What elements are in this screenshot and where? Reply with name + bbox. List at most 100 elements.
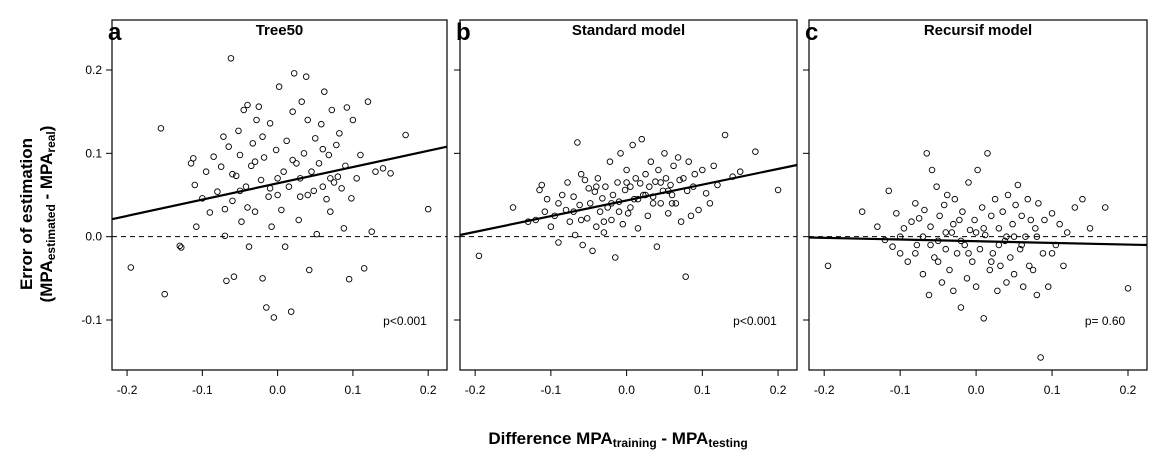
data-point — [965, 250, 972, 257]
data-point — [272, 146, 280, 154]
data-point — [972, 229, 980, 236]
data-point — [1018, 212, 1025, 220]
data-point — [1029, 266, 1037, 274]
data-point — [259, 133, 266, 140]
data-point — [984, 150, 991, 157]
data-point — [555, 200, 562, 207]
data-point — [611, 254, 619, 261]
p-value-label: p= 0.60 — [1085, 314, 1126, 328]
data-point — [652, 178, 659, 185]
data-point — [1010, 233, 1018, 240]
y-axis-label-line2: (MPAestimated - MPAreal) — [37, 126, 58, 303]
data-point — [912, 200, 919, 207]
data-point — [287, 308, 295, 315]
data-point — [824, 262, 832, 270]
panel-title: Recursif model — [924, 22, 1032, 39]
data-point — [345, 275, 353, 283]
data-point — [638, 135, 646, 143]
data-point — [600, 218, 608, 225]
data-point — [571, 231, 579, 239]
data-point — [1009, 220, 1016, 228]
data-point — [238, 218, 245, 225]
panel-letter: a — [108, 19, 122, 46]
plot-frame — [459, 19, 798, 371]
data-point — [323, 195, 330, 203]
data-point — [577, 216, 585, 224]
data-point — [257, 176, 265, 184]
data-point — [251, 208, 259, 215]
data-point — [349, 116, 357, 124]
data-point — [543, 195, 551, 203]
x-tick-label: 0.2 — [770, 383, 787, 397]
data-point — [1032, 225, 1039, 232]
data-point — [1016, 245, 1024, 253]
data-point — [913, 241, 921, 249]
data-point — [627, 183, 634, 190]
data-point — [334, 173, 342, 180]
data-point — [220, 133, 227, 140]
data-point — [304, 116, 311, 124]
data-point — [647, 158, 655, 165]
data-point — [298, 98, 305, 105]
x-tick-label: -0.2 — [814, 383, 835, 397]
data-point — [991, 195, 999, 203]
data-point — [1060, 262, 1067, 270]
data-point — [161, 290, 168, 298]
data-point — [1048, 210, 1056, 217]
data-point — [1101, 204, 1109, 211]
data-point — [634, 225, 642, 232]
data-point — [629, 141, 636, 149]
data-point — [632, 175, 639, 182]
data-point — [923, 150, 930, 157]
data-point — [343, 104, 351, 111]
data-point — [986, 266, 994, 274]
x-tick-label: 0.1 — [1044, 383, 1061, 397]
data-point — [1019, 283, 1027, 290]
data-point — [221, 205, 229, 213]
data-point — [915, 215, 923, 222]
data-point — [653, 243, 661, 250]
data-point — [1086, 225, 1094, 232]
data-point — [244, 101, 251, 109]
x-tick-label: -0.1 — [890, 383, 911, 397]
data-point — [959, 208, 966, 215]
data-point — [912, 250, 919, 257]
x-tick-label: 0.1 — [345, 383, 362, 397]
data-point — [265, 193, 272, 200]
data-point — [752, 148, 759, 155]
plot-frame — [808, 19, 1148, 371]
data-point — [619, 220, 627, 228]
y-tick-label: 0.1 — [85, 146, 102, 160]
data-point — [594, 175, 602, 182]
data-point — [1035, 200, 1042, 207]
data-point — [774, 186, 782, 194]
data-point — [302, 73, 310, 80]
data-point — [348, 195, 355, 202]
data-point — [293, 160, 300, 167]
data-point — [981, 231, 989, 239]
data-point — [260, 154, 268, 161]
data-point — [736, 168, 744, 175]
data-point — [995, 225, 1003, 232]
data-point — [1056, 220, 1063, 228]
data-point — [1039, 250, 1047, 257]
x-tick-label: 0.0 — [269, 383, 286, 397]
data-point — [1048, 250, 1056, 257]
data-point — [699, 166, 706, 174]
data-point — [281, 243, 289, 250]
p-value-label: p<0.001 — [733, 314, 777, 328]
data-point — [1026, 262, 1033, 270]
data-point — [1012, 201, 1019, 209]
data-point — [547, 223, 555, 230]
data-point — [1014, 181, 1022, 189]
data-point — [424, 205, 432, 213]
data-point — [928, 166, 936, 174]
data-point — [608, 216, 615, 224]
data-point — [178, 244, 185, 251]
data-point — [978, 204, 986, 211]
data-point — [609, 191, 617, 199]
data-point — [646, 183, 653, 190]
data-point — [893, 210, 900, 217]
data-point — [1071, 204, 1079, 211]
